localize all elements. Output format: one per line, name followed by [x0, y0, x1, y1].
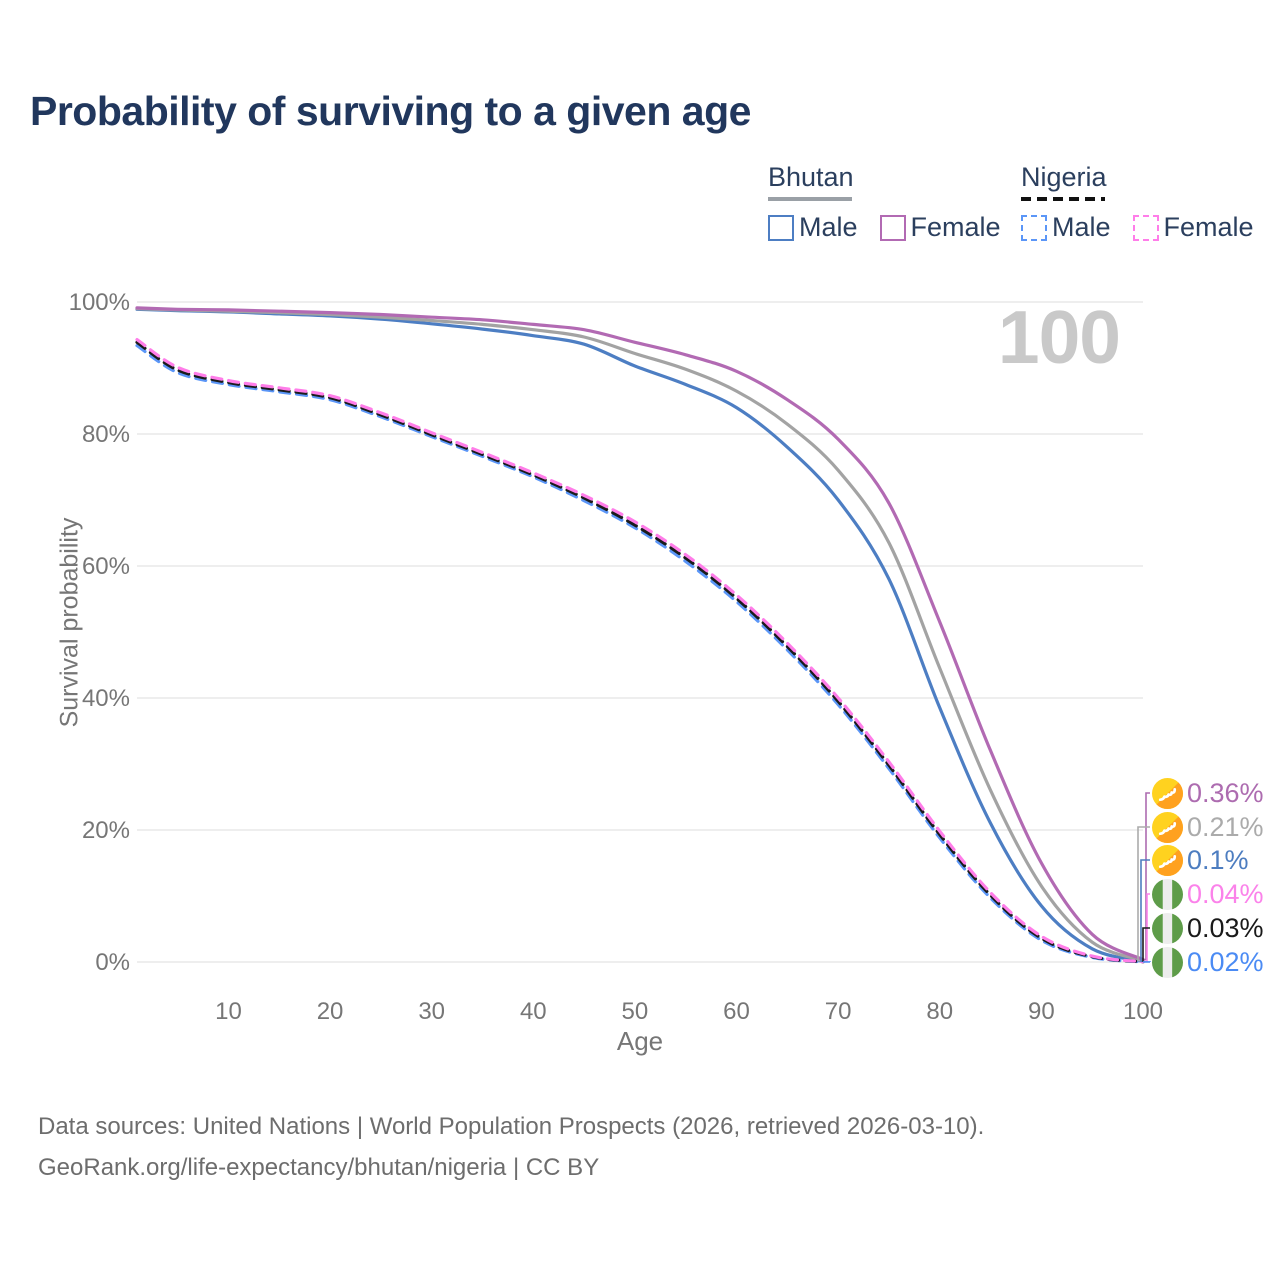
end-label-bhutan-0.1%: 0.1%: [1152, 844, 1249, 876]
footer-sources-line: Data sources: United Nations | World Pop…: [38, 1113, 985, 1140]
nigeria-dashed-line-sample: [1021, 197, 1105, 201]
footer: Data sources: United Nations | World Pop…: [38, 1106, 984, 1188]
x-tick-50: 50: [621, 998, 649, 1025]
legend-label: Female: [910, 212, 1001, 242]
legend-item-nigeria-male[interactable]: Male: [1021, 212, 1111, 243]
nigeria-female-swatch: [1132, 214, 1159, 241]
leader-line-0.03%: [1142, 927, 1150, 962]
x-tick-100: 100: [1122, 998, 1164, 1025]
end-label-value: 0.1%: [1187, 844, 1249, 875]
y-tick-20: 20%: [81, 817, 130, 844]
curve-bhutan-female[interactable]: [135, 306, 1145, 962]
end-label-value: 0.04%: [1187, 878, 1264, 909]
x-tick-20: 20: [316, 998, 344, 1025]
x-tick-60: 60: [723, 998, 750, 1025]
nigeria-flag-icon: [1152, 878, 1183, 910]
page-title: Probability of surviving to a given age: [30, 88, 751, 134]
x-tick-40: 40: [519, 998, 547, 1025]
bhutan-female-swatch: [879, 214, 906, 241]
y-axis-title: Survival probability: [55, 517, 84, 728]
end-label-bhutan-0.36%: 0.36%: [1152, 777, 1264, 809]
nigeria-flag-icon: [1152, 946, 1183, 978]
legend-item-bhutan-male[interactable]: Male: [768, 212, 858, 243]
nigeria-male-swatch: [1021, 214, 1047, 241]
y-tick-100: 100%: [68, 289, 130, 316]
end-label-nigeria-0.03%: 0.03%: [1152, 912, 1264, 944]
curve-nigeria-female[interactable]: [135, 338, 1145, 964]
curve-nigeria-both[interactable]: [135, 340, 1145, 964]
end-label-value: 0.36%: [1187, 777, 1264, 808]
end-label-nigeria-0.04%: 0.04%: [1152, 878, 1264, 910]
x-tick-70: 70: [824, 998, 852, 1025]
legend-group-nigeria: Nigeria Male Female: [1021, 162, 1254, 243]
end-label-value: 0.03%: [1187, 912, 1264, 943]
bhutan-flag-icon: [1152, 811, 1183, 843]
x-tick-90: 90: [1028, 998, 1055, 1025]
curve-nigeria-male[interactable]: [135, 344, 1145, 964]
bhutan-male-swatch: [768, 214, 794, 241]
end-label-value: 0.02%: [1187, 946, 1264, 977]
y-tick-0: 0%: [95, 949, 130, 976]
legend-label: Male: [1052, 212, 1111, 242]
x-tick-30: 30: [418, 998, 446, 1025]
legend-item-nigeria-female[interactable]: Female: [1132, 212, 1254, 243]
leader-line-0.36%: [1143, 792, 1150, 961]
y-tick-80: 80%: [81, 421, 130, 448]
curve-bhutan-both[interactable]: [135, 307, 1145, 963]
footer-attribution-line: GeoRank.org/life-expectancy/bhutan/niger…: [38, 1154, 600, 1181]
x-tick-10: 10: [215, 998, 242, 1025]
bhutan-flag-icon: [1152, 777, 1183, 809]
curve-bhutan-male[interactable]: [135, 307, 1145, 963]
y-tick-40: 40%: [81, 685, 130, 712]
legend-item-bhutan-female[interactable]: Female: [879, 212, 1001, 243]
nigeria-flag-icon: [1152, 912, 1183, 944]
age-counter-watermark: 100: [997, 295, 1121, 379]
legend-country-bhutan: Bhutan: [768, 162, 854, 192]
end-label-bhutan-0.21%: 0.21%: [1152, 811, 1264, 843]
legend-label: Male: [799, 212, 858, 242]
end-label-value: 0.21%: [1187, 811, 1264, 842]
legend-country-nigeria: Nigeria: [1021, 162, 1107, 192]
x-axis-title: Age: [616, 1026, 664, 1056]
bhutan-flag-icon: [1152, 844, 1183, 876]
x-tick-80: 80: [926, 998, 954, 1025]
legend-group-bhutan: Bhutan Male Female: [768, 162, 1001, 243]
y-tick-60: 60%: [81, 553, 130, 580]
end-label-nigeria-0.02%: 0.02%: [1152, 946, 1264, 978]
leader-line-0.1%: [1140, 859, 1150, 963]
bhutan-solid-line-sample: [768, 197, 852, 201]
legend-label: Female: [1163, 212, 1254, 242]
